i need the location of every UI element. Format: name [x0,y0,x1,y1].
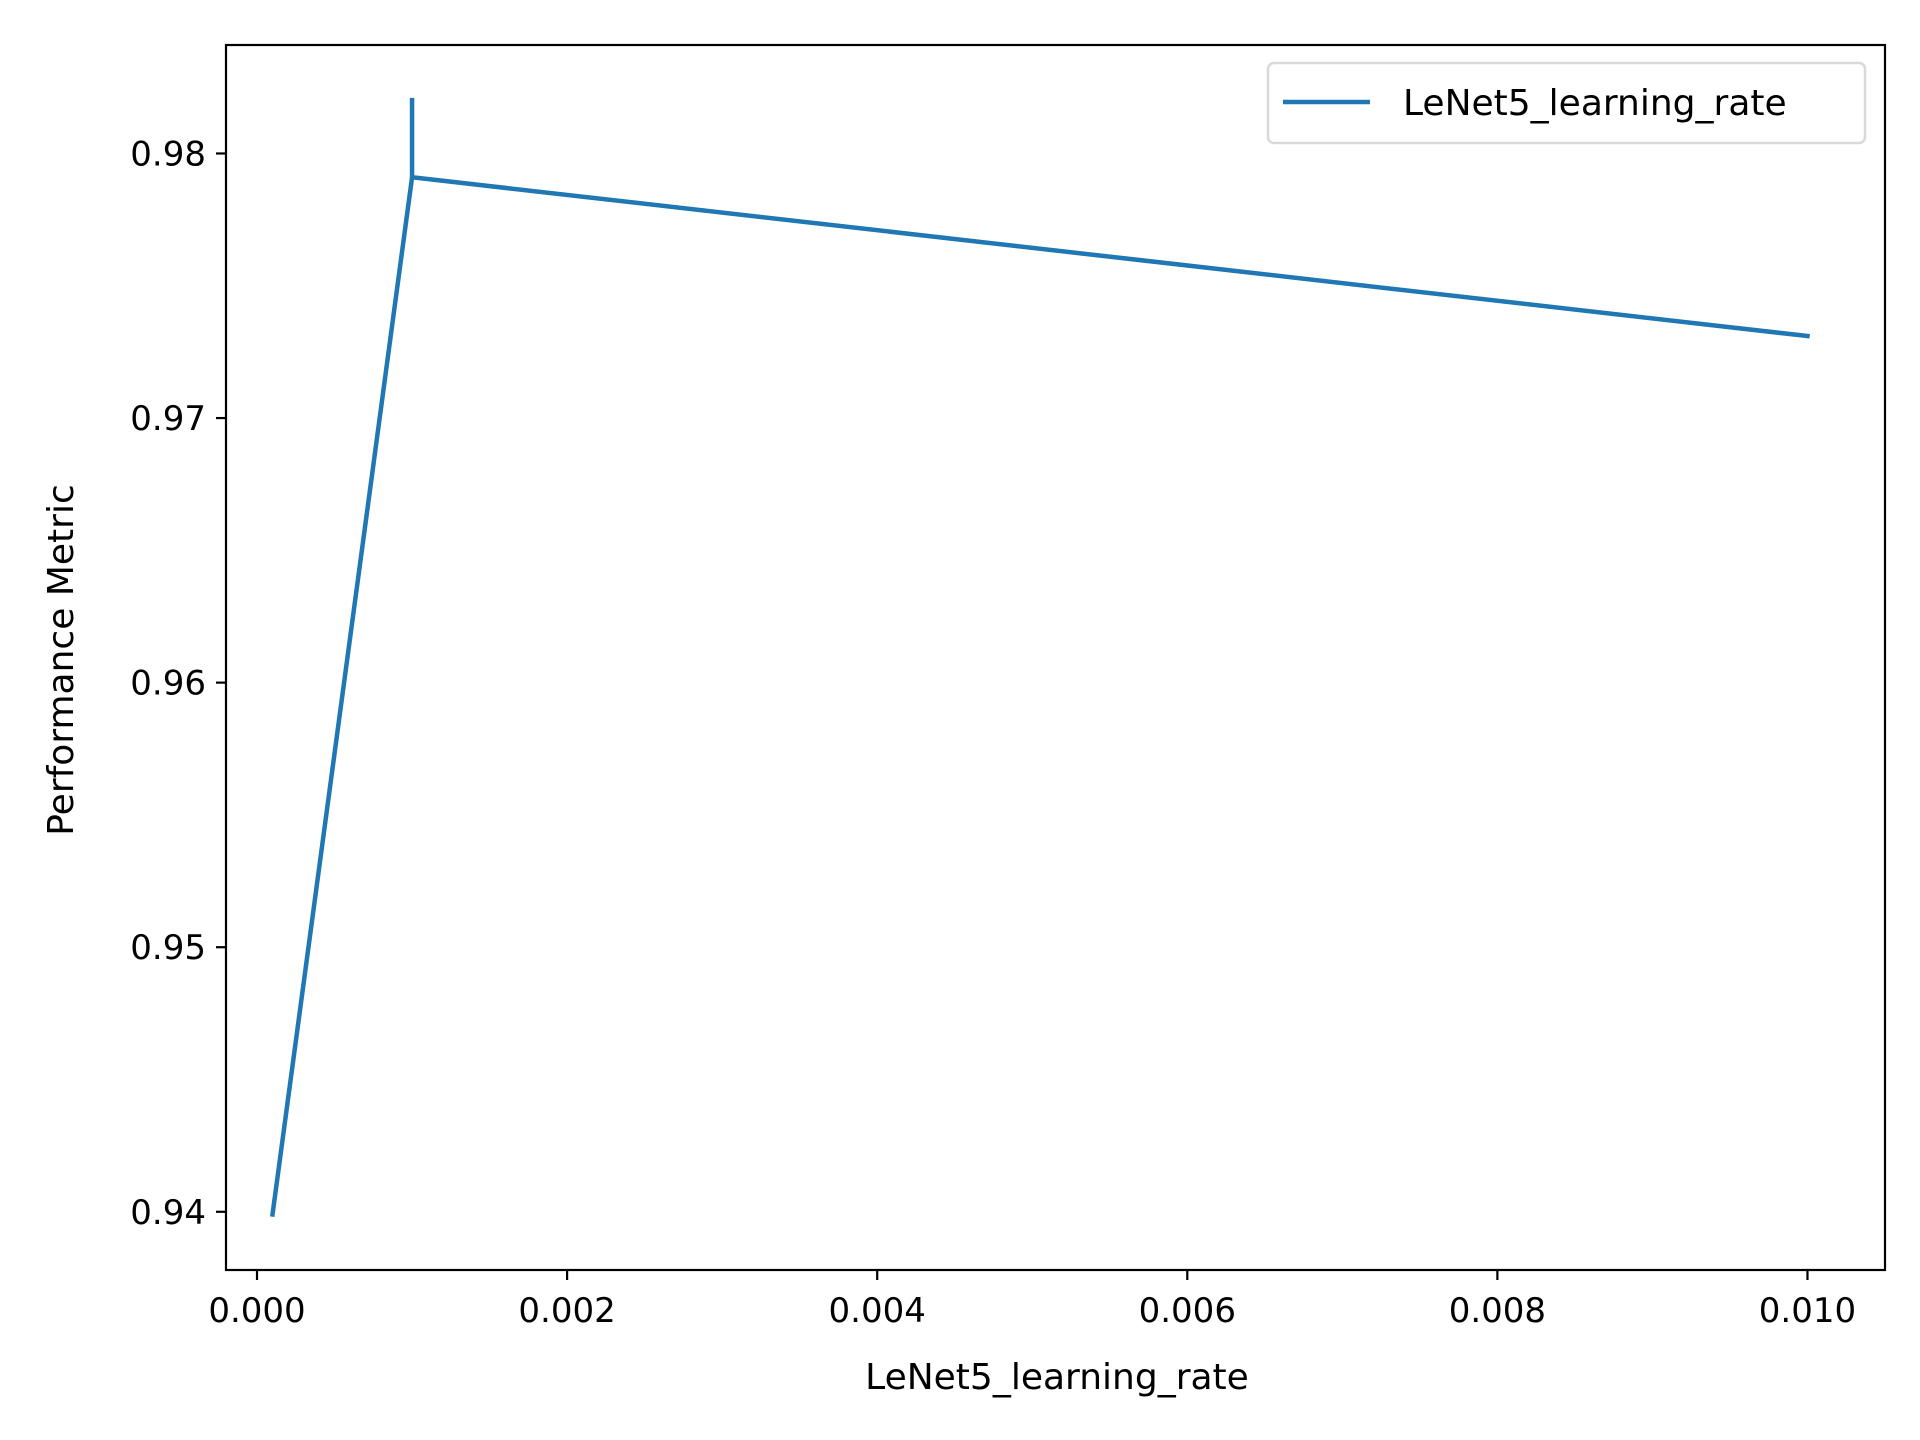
series-line-0 [269,97,1810,1217]
x-axis-label: LeNet5_learning_rate [865,1357,1249,1398]
y-tick-label: 0.96 [130,664,206,704]
x-tick-label: 0.006 [1139,1291,1236,1331]
y-tick-label: 0.98 [130,134,206,174]
x-tick-label: 0.000 [208,1291,305,1331]
x-tick-label: 0.008 [1449,1291,1546,1331]
legend-box [1266,61,1867,145]
x-tick-label: 0.004 [829,1291,926,1331]
y-tick-label: 0.95 [130,928,206,968]
axes-frame [224,43,1887,1272]
legend: LeNet5_learning_rate [1266,61,1867,145]
y-tick-label: 0.97 [130,399,206,439]
x-tick-label: 0.002 [518,1291,615,1331]
plot-area [269,97,1810,1217]
y-axis-label: Performance Metric [41,484,82,836]
y-tick-label: 0.94 [130,1193,206,1233]
legend-label: LeNet5_learning_rate [1403,83,1787,124]
axes: 0.000 0.002 0.004 0.006 0.008 0.010 0.94 0.95 0.… [130,43,1887,1331]
x-tick-label: 0.010 [1759,1291,1856,1331]
